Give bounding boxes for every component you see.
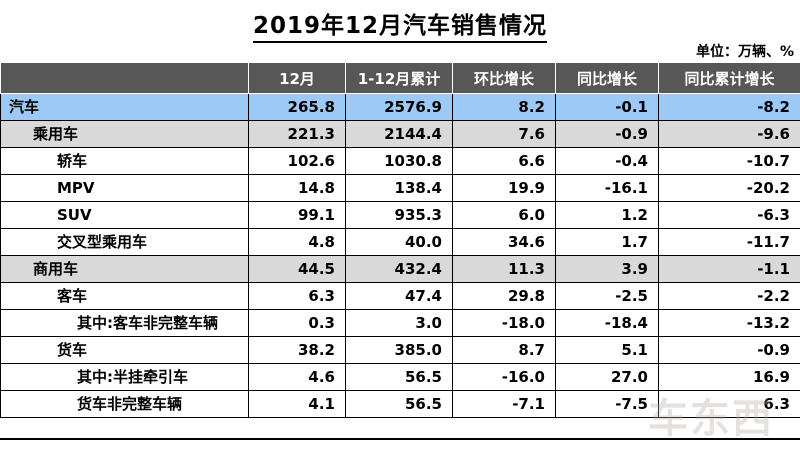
value-cell: -10.7 (658, 147, 800, 175)
value-cell: 5.1 (555, 336, 659, 364)
table-row: 货车非完整车辆 4.1 56.5 -7.1 -7.5 6.3 (0, 390, 800, 418)
value-cell: -16.1 (555, 174, 659, 202)
header-cell-category (0, 62, 249, 94)
header-cell: 同比增长 (555, 62, 659, 94)
value-cell: 3.0 (345, 309, 453, 337)
value-cell: 29.8 (452, 282, 556, 310)
value-cell: -0.1 (555, 93, 659, 121)
value-cell: 16.9 (658, 363, 800, 391)
table-row: MPV 14.8 138.4 19.9 -16.1 -20.2 (0, 174, 800, 202)
value-cell: -2.2 (658, 282, 800, 310)
row-label: 乘用车 (0, 120, 249, 148)
value-cell: 1.7 (555, 228, 659, 256)
table-row: SUV 99.1 935.3 6.0 1.2 -6.3 (0, 201, 800, 229)
row-label: MPV (0, 174, 249, 202)
value-cell: -8.2 (658, 93, 800, 121)
value-cell: -18.0 (452, 309, 556, 337)
table-row: 轿车 102.6 1030.8 6.6 -0.4 -10.7 (0, 147, 800, 175)
table-row: 货车 38.2 385.0 8.7 5.1 -0.9 (0, 336, 800, 364)
header-cell: 1-12月累计 (345, 62, 453, 94)
row-label: 汽车 (0, 93, 249, 121)
table-row: 商用车 44.5 432.4 11.3 3.9 -1.1 (0, 255, 800, 283)
page-title-text: 2019年12月汽车销售情况 (252, 6, 548, 43)
header-cell: 12月 (248, 62, 346, 94)
value-cell: -7.5 (555, 390, 659, 418)
value-cell: 0.3 (248, 309, 346, 337)
value-cell: -2.5 (555, 282, 659, 310)
value-cell: 44.5 (248, 255, 346, 283)
value-cell: 7.6 (452, 120, 556, 148)
row-label: 其中:客车非完整车辆 (0, 309, 249, 337)
value-cell: 40.0 (345, 228, 453, 256)
value-cell: 8.2 (452, 93, 556, 121)
bottom-rule (0, 438, 800, 440)
row-label: 轿车 (0, 147, 249, 175)
row-label: 其中:半挂牵引车 (0, 363, 249, 391)
value-cell: 432.4 (345, 255, 453, 283)
row-label: 货车 (0, 336, 249, 364)
value-cell: -1.1 (658, 255, 800, 283)
value-cell: 1.2 (555, 201, 659, 229)
value-cell: -20.2 (658, 174, 800, 202)
table-row: 客车 6.3 47.4 29.8 -2.5 -2.2 (0, 282, 800, 310)
value-cell: -11.7 (658, 228, 800, 256)
value-cell: 38.2 (248, 336, 346, 364)
value-cell: 4.1 (248, 390, 346, 418)
value-cell: 1030.8 (345, 147, 453, 175)
value-cell: -7.1 (452, 390, 556, 418)
value-cell: 385.0 (345, 336, 453, 364)
value-cell: 19.9 (452, 174, 556, 202)
value-cell: -13.2 (658, 309, 800, 337)
row-label: 客车 (0, 282, 249, 310)
row-label: 交叉型乘用车 (0, 228, 249, 256)
value-cell: 14.8 (248, 174, 346, 202)
table-row: 汽车 265.8 2576.9 8.2 -0.1 -8.2 (0, 93, 800, 121)
row-label: SUV (0, 201, 249, 229)
value-cell: 11.3 (452, 255, 556, 283)
value-cell: 6.0 (452, 201, 556, 229)
value-cell: 56.5 (345, 363, 453, 391)
value-cell: 102.6 (248, 147, 346, 175)
value-cell: -0.9 (555, 120, 659, 148)
unit-label: 单位：万辆、% (695, 44, 794, 60)
value-cell: -16.0 (452, 363, 556, 391)
table-row: 其中:半挂牵引车 4.6 56.5 -16.0 27.0 16.9 (0, 363, 800, 391)
value-cell: 265.8 (248, 93, 346, 121)
table-body: 汽车 265.8 2576.9 8.2 -0.1 -8.2 乘用车 221.3 2144.4 7.… (0, 93, 800, 418)
value-cell: 56.5 (345, 390, 453, 418)
value-cell: 6.6 (452, 147, 556, 175)
value-cell: -6.3 (658, 201, 800, 229)
value-cell: -9.6 (658, 120, 800, 148)
header-cell: 环比增长 (452, 62, 556, 94)
value-cell: 6.3 (658, 390, 800, 418)
page-title: 2019年12月汽车销售情况 (0, 6, 800, 43)
header-cell: 同比累计增长 (658, 62, 800, 94)
row-label: 货车非完整车辆 (0, 390, 249, 418)
value-cell: 6.3 (248, 282, 346, 310)
value-cell: -0.9 (658, 336, 800, 364)
value-cell: 8.7 (452, 336, 556, 364)
value-cell: 935.3 (345, 201, 453, 229)
table-row: 乘用车 221.3 2144.4 7.6 -0.9 -9.6 (0, 120, 800, 148)
value-cell: -0.4 (555, 147, 659, 175)
table-row: 交叉型乘用车 4.8 40.0 34.6 1.7 -11.7 (0, 228, 800, 256)
value-cell: 34.6 (452, 228, 556, 256)
table-row: 其中:客车非完整车辆 0.3 3.0 -18.0 -18.4 -13.2 (0, 309, 800, 337)
value-cell: -18.4 (555, 309, 659, 337)
value-cell: 4.8 (248, 228, 346, 256)
header-row: 12月 1-12月累计 环比增长 同比增长 同比累计增长 (0, 62, 800, 94)
value-cell: 27.0 (555, 363, 659, 391)
value-cell: 2576.9 (345, 93, 453, 121)
value-cell: 2144.4 (345, 120, 453, 148)
value-cell: 4.6 (248, 363, 346, 391)
value-cell: 47.4 (345, 282, 453, 310)
value-cell: 221.3 (248, 120, 346, 148)
value-cell: 99.1 (248, 201, 346, 229)
sales-table: 12月 1-12月累计 环比增长 同比增长 同比累计增长 汽车 265.8 2576.9 8.… (0, 62, 800, 418)
row-label: 商用车 (0, 255, 249, 283)
value-cell: 138.4 (345, 174, 453, 202)
value-cell: 3.9 (555, 255, 659, 283)
